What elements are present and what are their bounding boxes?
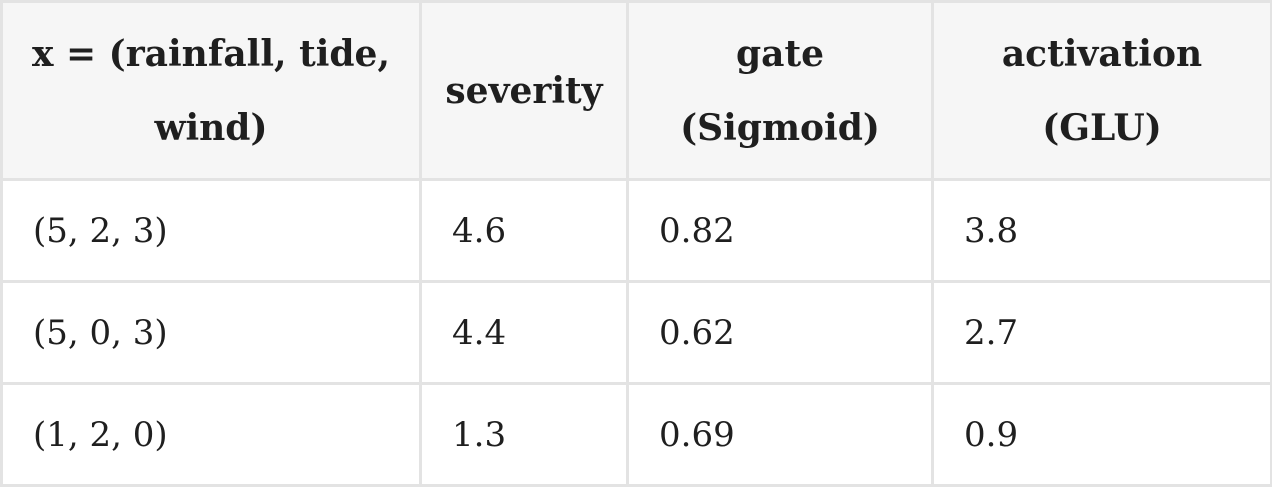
header-row: x = (rainfall, tide, wind) severity gate… (0, 0, 1272, 181)
cell-activation: 2.7 (931, 280, 1272, 385)
table-row: (1, 2, 0) 1.3 0.69 0.9 (0, 382, 1272, 487)
header-input: x = (rainfall, tide, wind) (0, 0, 422, 181)
cell-severity: 1.3 (419, 382, 629, 487)
cell-gate: 0.69 (626, 382, 934, 487)
cell-activation: 3.8 (931, 178, 1272, 283)
header-severity: severity (419, 0, 629, 181)
cell-input: (1, 2, 0) (0, 382, 422, 487)
cell-input: (5, 0, 3) (0, 280, 422, 385)
header-activation: activation (GLU) (931, 0, 1272, 181)
cell-input: (5, 2, 3) (0, 178, 422, 283)
cell-activation: 0.9 (931, 382, 1272, 487)
table-row: (5, 0, 3) 4.4 0.62 2.7 (0, 280, 1272, 385)
cell-severity: 4.4 (419, 280, 629, 385)
cell-gate: 0.62 (626, 280, 934, 385)
header-gate: gate (Sigmoid) (626, 0, 934, 181)
cell-gate: 0.82 (626, 178, 934, 283)
table-row: (5, 2, 3) 4.6 0.82 3.8 (0, 178, 1272, 283)
cell-severity: 4.6 (419, 178, 629, 283)
